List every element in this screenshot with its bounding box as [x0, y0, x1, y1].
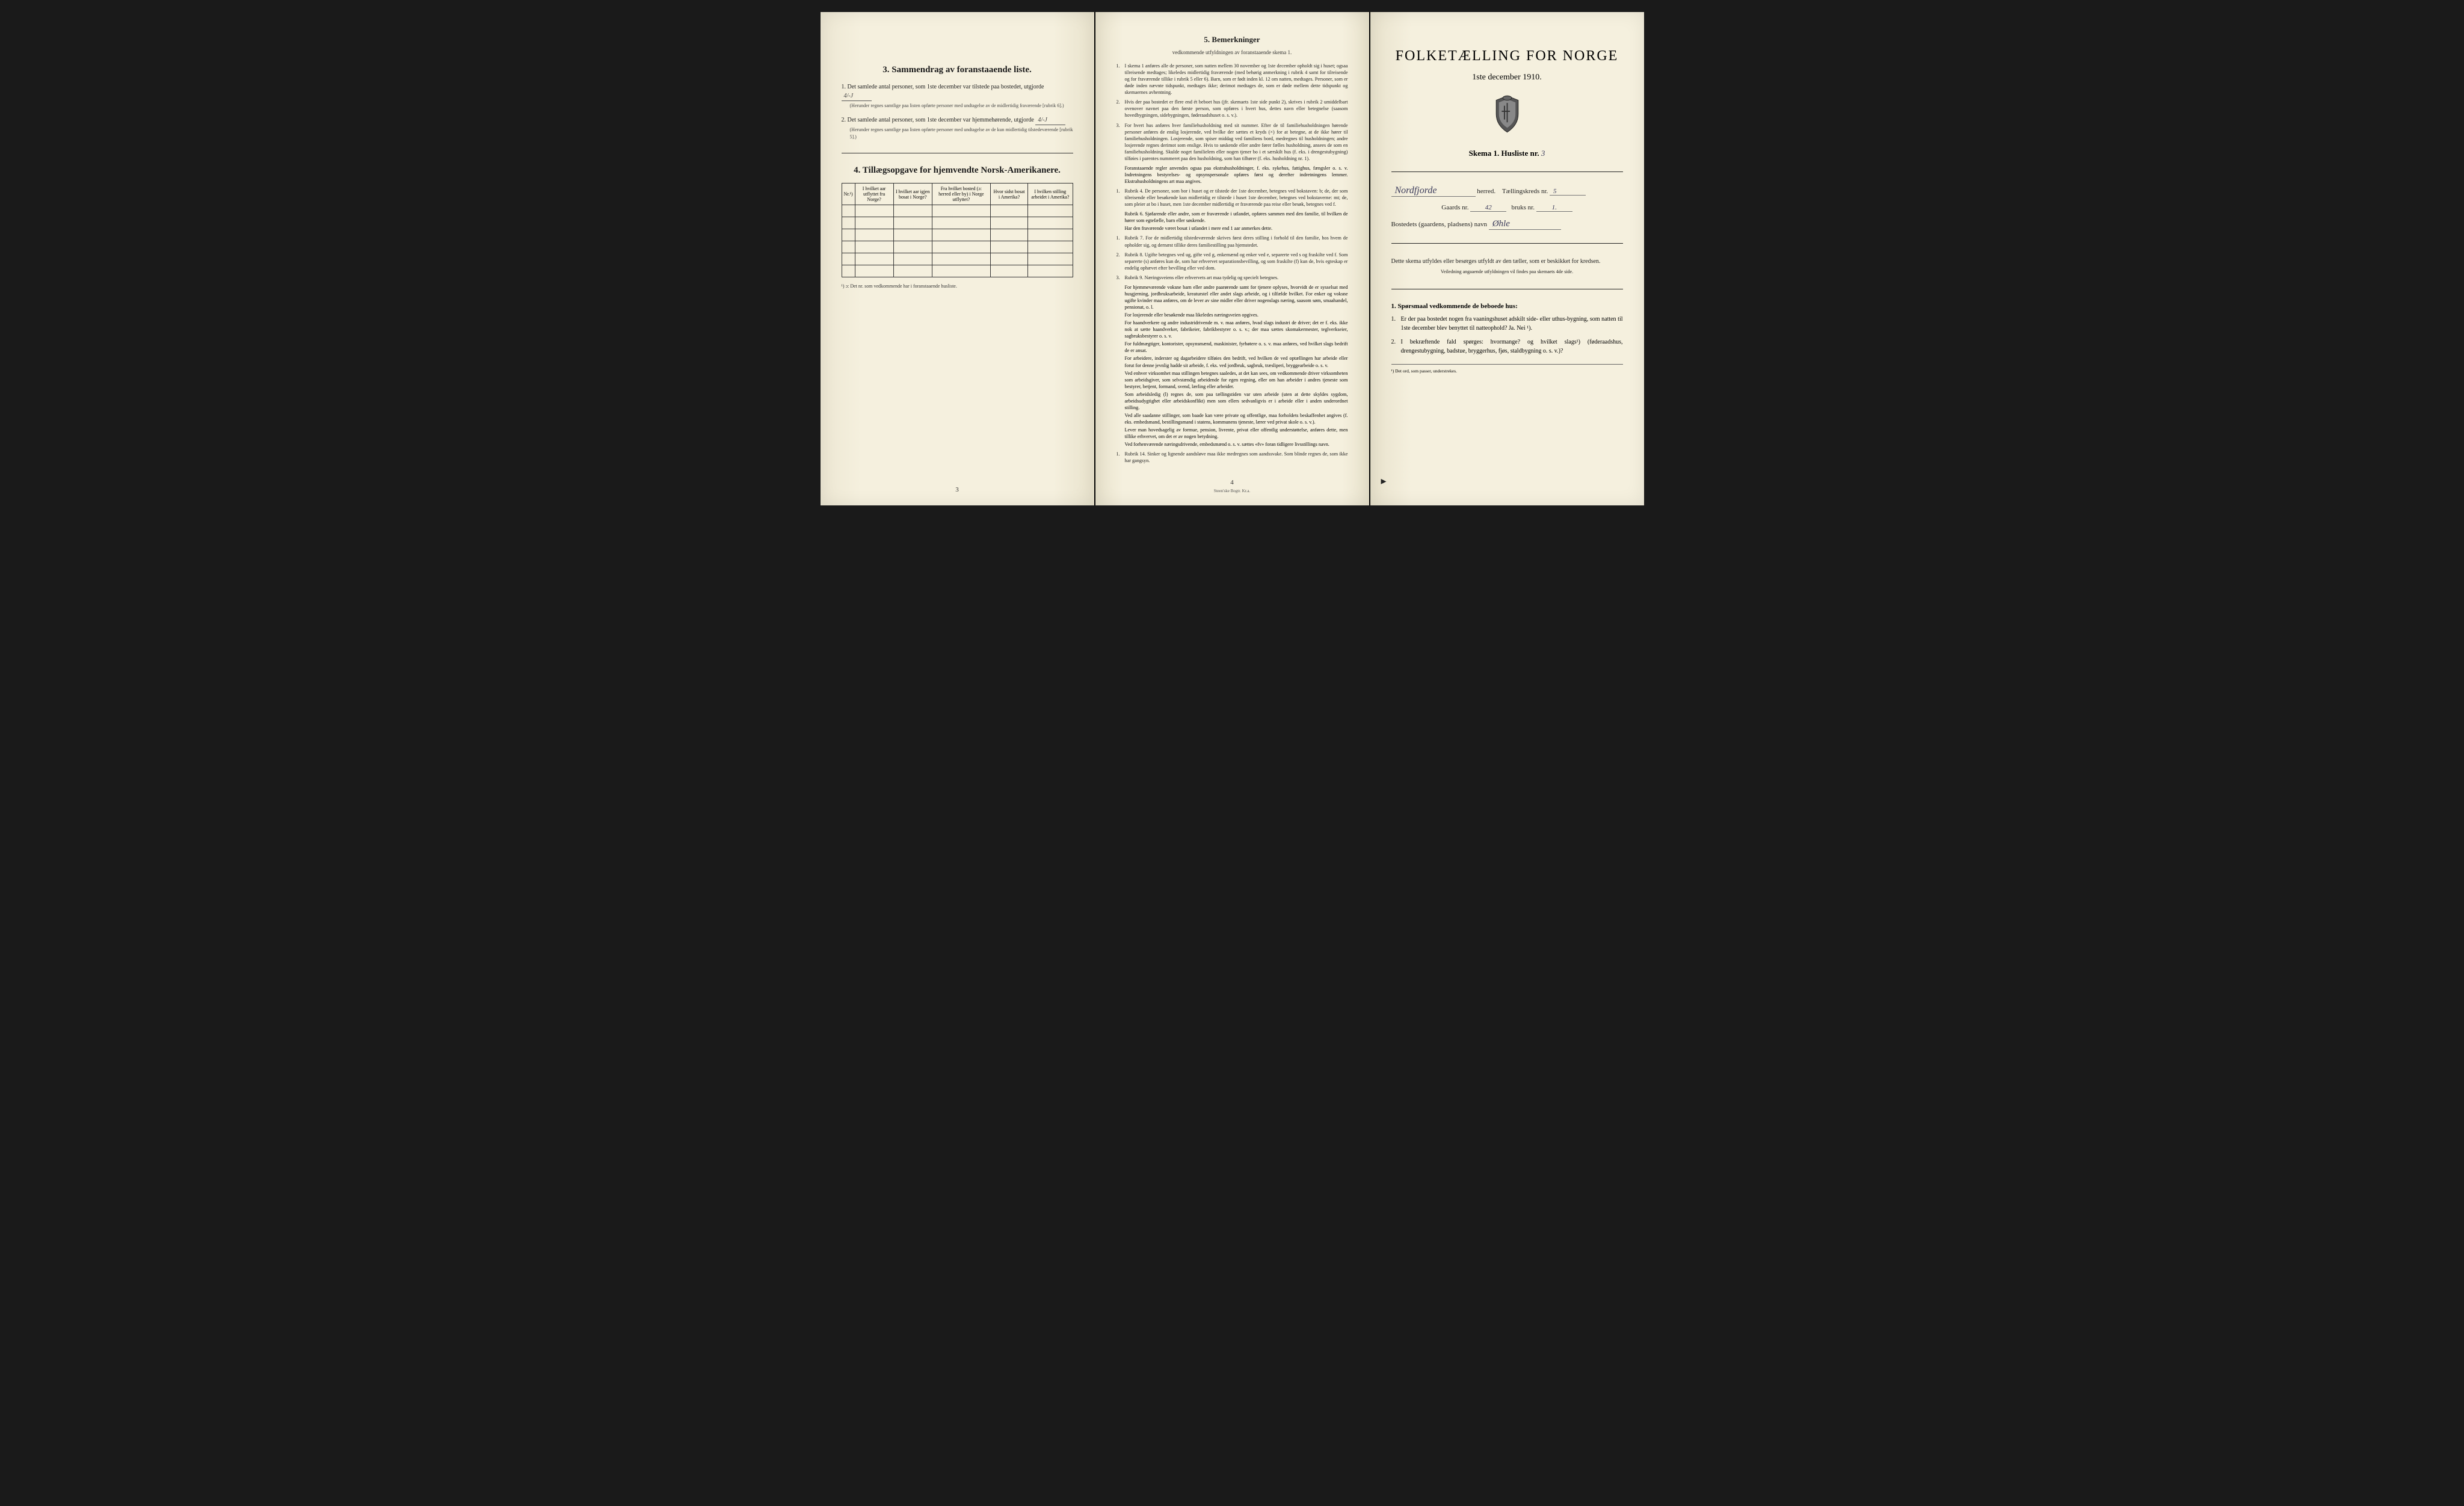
page-number-4: 4	[1230, 479, 1234, 486]
bruks-label: bruks nr.	[1511, 204, 1535, 211]
item2-text: 2. Det samlede antal personer, som 1ste …	[842, 117, 1036, 123]
remark-6: Rubrik 8. Ugifte betegnes ved ug, gifte …	[1116, 252, 1348, 271]
remark-7-e3: For fuldmægtiger, kontorister, opsynsmæn…	[1116, 341, 1348, 354]
section-5-title: 5. Bemerkninger	[1116, 35, 1348, 45]
q2-text: I bekræftende fald spørges: hvormange? o…	[1401, 339, 1623, 354]
remark-4-extra1: Rubrik 6. Sjøfarende eller andre, som er…	[1116, 211, 1348, 224]
table-row	[842, 265, 1073, 277]
col-amerika-bosat: Hvor sidst bosat i Amerika?	[990, 184, 1027, 205]
document-spread: 3. Sammendrag av foranstaaende liste. 1.…	[821, 12, 1644, 505]
remark-7: Rubrik 9. Næringsveiens eller erhvervets…	[1116, 274, 1348, 281]
item1-text: 1. Det samlede antal personer, som 1ste …	[842, 84, 1044, 90]
remark-7-e0: For hjemmeværende voksne barn eller andr…	[1116, 284, 1348, 310]
remark-7-e8: Lever man hovedsagelig av formue, pensio…	[1116, 427, 1348, 440]
item1-note: (Herunder regnes samtlige paa listen opf…	[850, 102, 1073, 110]
remark-8: Rubrik 14. Sinker og lignende aandsløve …	[1116, 451, 1348, 464]
remark-3-extra: Foranstaaende regler anvendes ogsaa paa …	[1116, 165, 1348, 185]
section-5-subtitle: vedkommende utfyldningen av foranstaaend…	[1116, 49, 1348, 55]
instruction-small: Veiledning angaaende utfyldningen vil fi…	[1391, 268, 1623, 276]
table-row	[842, 217, 1073, 229]
remark-7-e7: Ved alle saadanne stillinger, som baade …	[1116, 412, 1348, 425]
section-4-title: 4. Tillægsopgave for hjemvendte Norsk-Am…	[842, 165, 1073, 176]
section4-footnote: ¹) ɔ: Det nr. som vedkommende har i fora…	[842, 283, 1073, 289]
col-fra-bosted: Fra hvilket bosted (ɔ: herred eller by) …	[932, 184, 990, 205]
gaards-line: Gaards nr. 42 bruks nr. 1.	[1391, 204, 1623, 212]
page-3: 3. Sammendrag av foranstaaende liste. 1.…	[821, 12, 1094, 505]
bosted-label: Bostedets (gaardens, pladsens) navn	[1391, 221, 1487, 228]
page-number-3: 3	[955, 486, 959, 493]
remark-5: Rubrik 7. For de midlertidig tilstedevær…	[1116, 235, 1348, 248]
col-nr: Nr.¹)	[842, 184, 855, 205]
section-3-title: 3. Sammendrag av foranstaaende liste.	[842, 65, 1073, 75]
coat-of-arms-icon	[1391, 94, 1623, 137]
bosted-handwritten: Øhle	[1489, 219, 1561, 230]
remark-7-e6: Som arbeidsledig (l) regnes de, som paa …	[1116, 391, 1348, 411]
remark-1: I skema 1 anføres alle de personer, som …	[1116, 63, 1348, 96]
table-row	[842, 241, 1073, 253]
table-row	[842, 205, 1073, 217]
item2-note: (Herunder regnes samtlige paa listen opf…	[850, 126, 1073, 141]
gaards-nr-hand: 42	[1470, 204, 1506, 212]
census-date: 1ste december 1910.	[1391, 73, 1623, 82]
table-row	[842, 253, 1073, 265]
divider-2	[1391, 243, 1623, 244]
ink-blot-icon: ▸	[1381, 475, 1387, 487]
herred-label: herred.	[1477, 188, 1495, 195]
printer-credit: Steen'ske Bogtr. Kr.a.	[1214, 489, 1251, 493]
husliste-nr-hand: 3	[1541, 149, 1545, 158]
skema-label: Skema 1. Husliste nr.	[1469, 149, 1539, 158]
kreds-nr-hand: 5	[1550, 188, 1586, 196]
bruks-nr-hand: 1.	[1536, 204, 1572, 212]
remark-7-e1: For losjerende eller besøkende maa likel…	[1116, 312, 1348, 318]
page-title-page: FOLKETÆLLING FOR NORGE 1ste december 191…	[1370, 12, 1644, 505]
instruction-main: Dette skema utfyldes eller besørges utfy…	[1391, 258, 1601, 265]
norsk-amerikanere-table: Nr.¹) I hvilket aar utflyttet fra Norge?…	[842, 183, 1073, 277]
col-utflyttet: I hvilket aar utflyttet fra Norge?	[855, 184, 893, 205]
instruction-text: Dette skema utfyldes eller besørges utfy…	[1391, 257, 1623, 276]
herred-line: Nordfjorde herred. Tællingskreds nr. 5	[1391, 185, 1623, 197]
question-2: 2. I bekræftende fald spørges: hvormange…	[1401, 338, 1623, 356]
remark-7-e2: For haandverkere og andre industridriven…	[1116, 319, 1348, 339]
kreds-label: Tællingskreds nr.	[1502, 188, 1548, 195]
item2-handwritten-value: 4/-J	[1035, 116, 1065, 125]
remark-2: Hvis der paa bostedet er flere end ét be…	[1116, 99, 1348, 119]
questions-heading: 1. Spørsmaal vedkommende de beboede hus:	[1391, 303, 1623, 310]
col-stilling: I hvilken stilling arbeidet i Amerika?	[1028, 184, 1073, 205]
skema-line: Skema 1. Husliste nr. 3	[1391, 149, 1623, 158]
census-title: FOLKETÆLLING FOR NORGE	[1391, 48, 1623, 64]
item1-handwritten-value: 4/-J	[842, 91, 872, 101]
summary-item-2: 2. Det samlede antal personer, som 1ste …	[842, 116, 1073, 141]
q2-num: 2.	[1391, 338, 1396, 347]
remark-7-e9: Ved forhenværende næringsdrivende, embed…	[1116, 441, 1348, 448]
remark-7-e4: For arbeidere, inderster og dagarbeidere…	[1116, 355, 1348, 368]
col-bosat: I hvilket aar igjen bosat i Norge?	[893, 184, 932, 205]
table-body	[842, 205, 1073, 277]
bosted-line: Bostedets (gaardens, pladsens) navn Øhle	[1391, 219, 1623, 230]
herred-handwritten: Nordfjorde	[1391, 185, 1476, 197]
divider-1	[1391, 171, 1623, 172]
page-4: 5. Bemerkninger vedkommende utfyldningen…	[1095, 12, 1369, 505]
summary-item-1: 1. Det samlede antal personer, som 1ste …	[842, 82, 1073, 110]
right-footnote: ¹) Det ord, som passer, understrekes.	[1391, 364, 1623, 374]
remarks-list: I skema 1 anføres alle de personer, som …	[1116, 63, 1348, 464]
gaards-label: Gaards nr.	[1441, 204, 1468, 211]
remark-7-e5: Ved enhver virksomhet maa stillingen bet…	[1116, 370, 1348, 390]
question-1: 1. Er der paa bostedet nogen fra vaaning…	[1401, 315, 1623, 333]
remark-3: For hvert hus anføres hver familiehushol…	[1116, 122, 1348, 162]
q1-num: 1.	[1391, 315, 1396, 324]
table-row	[842, 229, 1073, 241]
q1-text: Er der paa bostedet nogen fra vaaningshu…	[1401, 316, 1623, 332]
remark-4: Rubrik 4. De personer, som bor i huset o…	[1116, 188, 1348, 208]
remark-4-extra2: Har den fraværende været bosat i utlande…	[1116, 225, 1348, 232]
